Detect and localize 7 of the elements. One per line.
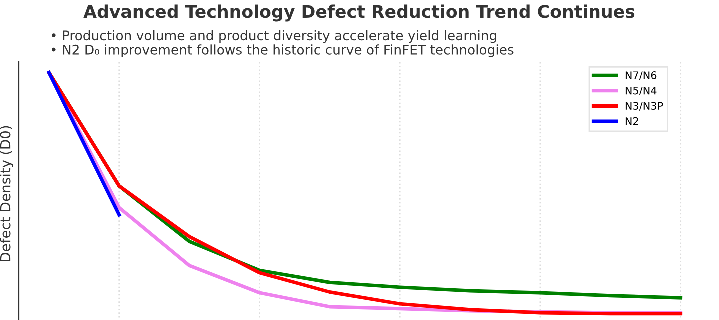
legend-label: N7/N6: [626, 72, 657, 80]
chart-title: Advanced Technology Defect Reduction Trend Continues: [84, 4, 635, 22]
legend-label: N5/N4: [626, 86, 657, 96]
y-axis-title: Defect Density (D0): [0, 126, 14, 262]
legend-label: N2: [626, 117, 638, 126]
legend-label: N3/N3P: [626, 102, 664, 111]
chart-subtitle: • Production volume and product diversity accelerate yield learning • N2 D₀ improvement follows the historic curve of FinFET technologies: [52, 30, 514, 58]
